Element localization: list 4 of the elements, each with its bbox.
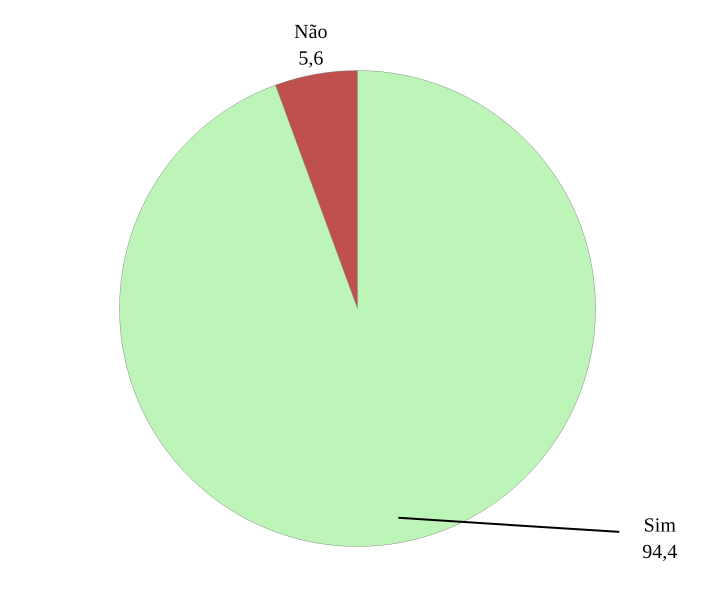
data-label: 5,6 [298, 47, 324, 70]
slice-label: Não [294, 20, 328, 43]
data-label: 94,4 [642, 540, 678, 563]
slice-label: Sim [644, 514, 676, 537]
